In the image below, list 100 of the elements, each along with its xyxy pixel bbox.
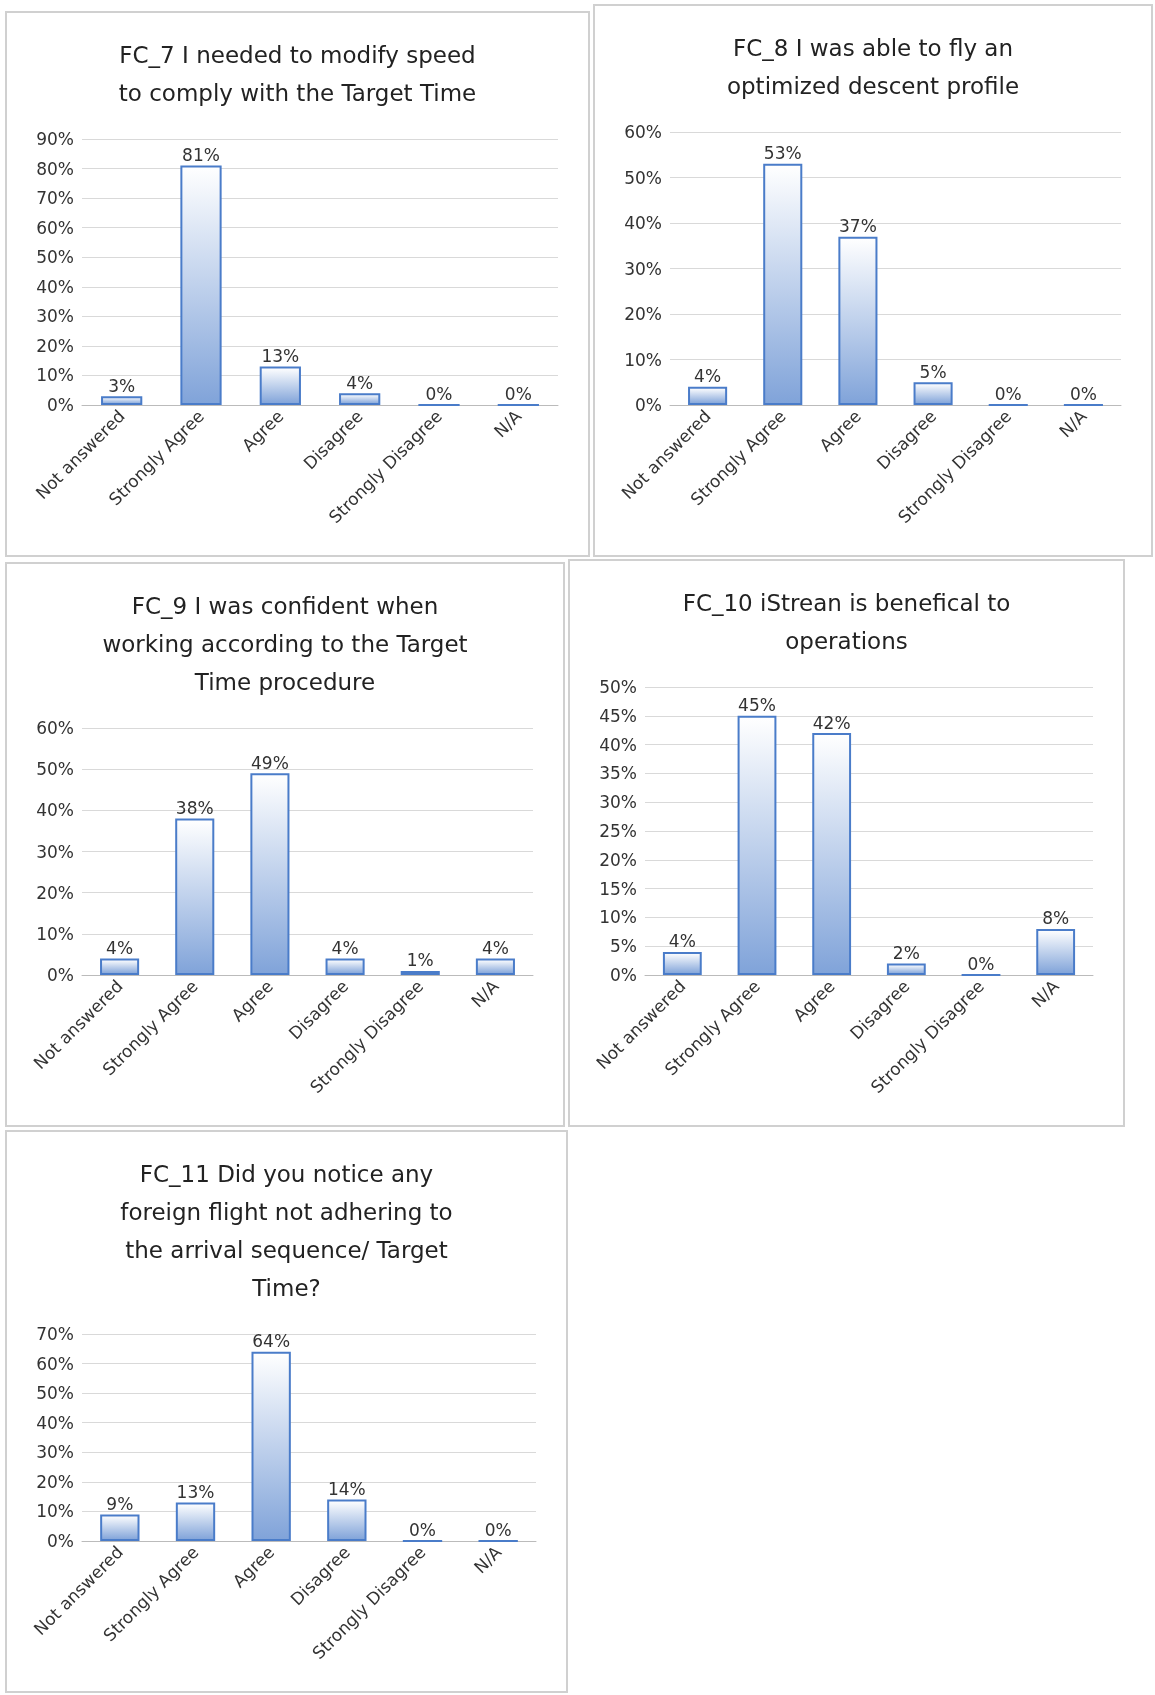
x-tick-label: N/A [1027,975,1064,1012]
data-label: 0% [994,383,1022,404]
y-tick-label: 0% [47,395,74,415]
y-tick-label: 40% [36,276,74,297]
data-label: 37% [839,216,877,237]
y-tick-label: 30% [36,306,74,327]
data-label: 14% [327,1479,366,1500]
bar [763,163,803,405]
chart-title: FC_10 iStrean is benefical to operations [682,590,1011,654]
data-label: 4% [346,372,374,393]
y-tick-label: 10% [36,1501,74,1522]
bar [325,958,365,975]
bar [259,366,301,405]
y-tick-label: 40% [599,734,637,755]
y-tick-label: 0% [635,395,662,415]
data-label: 13% [176,1482,215,1503]
bar [251,1351,291,1541]
bar [913,382,953,405]
y-tick-label: 50% [36,247,74,268]
bar [100,958,140,975]
chart-title: FC_11 Did you notice any foreign flight not adhering to the arrival sequence/ Target Time? [120,1161,453,1301]
data-label: 4% [694,366,722,387]
y-tick-label: 40% [36,800,74,821]
y-tick-label: 15% [599,878,637,899]
y-tick-label: 50% [36,1383,74,1404]
data-label: 42% [812,712,851,733]
chart-title: FC_9 I was confident when working according to the Target Time procedure [102,593,468,695]
bar [737,715,777,975]
y-tick-label: 40% [36,1412,74,1433]
data-label: 4% [668,931,696,952]
data-label: 53% [763,143,802,164]
y-tick-label: 20% [36,335,74,356]
bar [180,165,222,405]
y-tick-label: 35% [599,763,637,784]
bar [327,1499,367,1541]
y-tick-label: 10% [599,907,637,928]
y-tick-label: 40% [624,213,662,233]
y-tick-label: 30% [36,1442,74,1463]
bar [250,773,290,975]
y-tick-label: 45% [599,705,637,726]
bar [812,733,852,975]
bar [886,963,926,975]
data-label: 45% [738,695,776,716]
bar [1036,928,1076,975]
y-tick-label: 60% [36,217,74,238]
y-tick-label: 50% [624,167,662,188]
bar [100,1514,140,1541]
data-label: 9% [106,1493,134,1514]
bar [400,970,440,975]
y-tick-label: 20% [36,1471,74,1492]
y-tick-label: 0% [47,965,74,985]
y-tick-label: 80% [36,158,74,179]
y-tick-label: 90% [36,129,74,149]
x-tick-label: N/A [467,975,503,1012]
chart-title: FC_7 I needed to modify speed to comply with the Target Time [118,42,477,106]
y-tick-label: 60% [36,1353,74,1374]
bar [175,818,215,975]
y-tick-label: 5% [610,936,637,957]
data-label: 3% [108,375,136,396]
data-label: 0% [425,383,453,404]
data-label: 38% [175,798,214,819]
bar [838,236,878,405]
bar [339,393,381,405]
y-tick-label: 30% [36,841,74,862]
y-tick-label: 10% [36,923,74,944]
data-label: 0% [409,1519,436,1540]
data-label: 5% [919,361,947,382]
y-tick-label: 0% [47,1531,74,1551]
x-tick-label: N/A [490,405,526,442]
chart-title: FC_8 I was able to fly an optimized descent profile [726,35,1020,99]
data-label: 0% [1069,383,1097,404]
y-tick-label: 30% [624,258,662,279]
bar [101,396,143,405]
y-tick-label: 25% [599,821,637,841]
data-label: 13% [261,346,300,367]
data-label: 0% [484,1519,512,1540]
bar [175,1502,216,1541]
y-tick-label: 60% [36,718,74,738]
x-tick-label: N/A [469,1541,506,1578]
bar [662,951,702,975]
data-label: 1% [406,950,434,971]
y-tick-label: 70% [36,1324,74,1344]
y-tick-label: 20% [36,882,74,903]
bar [475,958,515,975]
data-label: 0% [504,383,532,404]
data-label: 2% [892,942,920,963]
data-label: 8% [1042,908,1070,929]
y-tick-label: 50% [36,759,74,780]
data-label: 4% [331,938,359,959]
bar [688,386,728,405]
x-tick-label: N/A [1055,405,1091,442]
data-label: 81% [182,145,220,166]
y-tick-label: 20% [624,304,662,324]
y-tick-label: 10% [624,349,662,370]
y-tick-label: 30% [599,792,637,813]
y-tick-label: 10% [36,365,74,386]
y-tick-label: 50% [599,677,637,697]
y-tick-label: 20% [599,849,637,870]
y-tick-label: 0% [610,965,637,985]
y-tick-label: 60% [624,122,662,142]
